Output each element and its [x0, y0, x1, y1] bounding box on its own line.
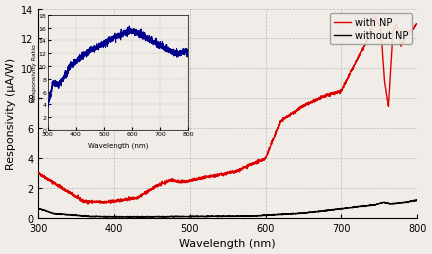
with NP	[404, 35, 409, 38]
Line: with NP: with NP	[38, 18, 417, 204]
without NP	[55, 213, 60, 216]
X-axis label: Wavelength (nm): Wavelength (nm)	[179, 239, 276, 248]
Y-axis label: Responsivity (μA/W): Responsivity (μA/W)	[6, 58, 16, 170]
with NP	[210, 174, 215, 177]
without NP	[334, 208, 340, 211]
with NP	[334, 91, 340, 94]
with NP	[36, 171, 41, 174]
without NP	[141, 216, 146, 219]
without NP	[414, 199, 419, 202]
with NP	[373, 16, 378, 19]
Legend: with NP, without NP: with NP, without NP	[330, 14, 413, 45]
with NP	[404, 34, 409, 37]
with NP	[55, 184, 60, 187]
without NP	[36, 207, 41, 210]
with NP	[220, 173, 226, 177]
without NP	[220, 215, 226, 218]
without NP	[403, 201, 409, 204]
without NP	[404, 201, 409, 204]
Line: without NP: without NP	[38, 200, 417, 217]
without NP	[415, 199, 420, 202]
with NP	[86, 203, 91, 206]
with NP	[415, 23, 420, 26]
without NP	[210, 215, 215, 218]
